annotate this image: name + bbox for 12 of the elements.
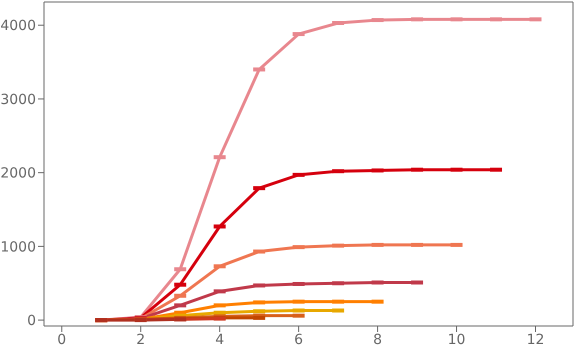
y-tick-label: 1000: [0, 239, 36, 256]
x-tick-label: 2: [136, 332, 146, 348]
y-tick-label: 3000: [0, 92, 36, 108]
x-tick-label: 6: [294, 332, 304, 348]
x-tick-label: 12: [526, 332, 544, 348]
y-tick-label: 2000: [0, 166, 36, 182]
x-tick-label: 4: [215, 332, 224, 348]
x-tick-label: 10: [448, 332, 466, 348]
y-tick-label: 0: [27, 313, 36, 330]
x-tick-label: 8: [373, 332, 382, 348]
y-tick-label: 4000: [0, 18, 36, 34]
x-tick-label: 0: [57, 332, 66, 348]
